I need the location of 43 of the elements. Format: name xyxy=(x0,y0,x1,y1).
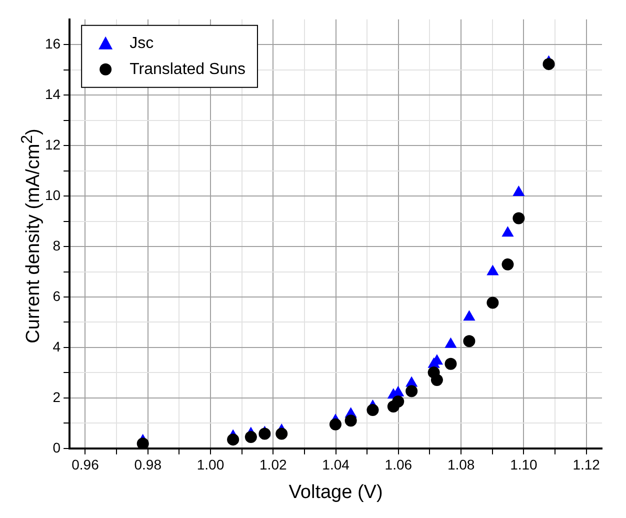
y-tick-label: 14 xyxy=(44,86,61,102)
point xyxy=(227,434,240,446)
x-tick-label: 1.02 xyxy=(260,456,287,473)
point xyxy=(512,186,525,196)
y-tick-label: 0 xyxy=(52,439,61,456)
x-tick-label: 1.12 xyxy=(572,456,600,473)
y-tick-label: 4 xyxy=(52,338,61,354)
point xyxy=(344,414,357,427)
legend-label: Translated Suns xyxy=(130,60,246,78)
point xyxy=(406,385,418,398)
point xyxy=(444,337,457,348)
y-tick-label: 8 xyxy=(52,237,61,254)
point xyxy=(392,395,404,408)
point xyxy=(276,428,288,440)
point xyxy=(486,264,499,276)
legend-label: Jsc xyxy=(130,34,154,52)
x-tick-label: 1.08 xyxy=(447,456,475,473)
point xyxy=(542,58,555,70)
x-axis-title: Voltage (V) xyxy=(288,482,383,503)
y-tick-label: 2 xyxy=(52,388,61,405)
y-tick-label: 10 xyxy=(44,186,61,203)
point xyxy=(463,335,476,348)
x-tick-label: 0.98 xyxy=(134,456,162,473)
point xyxy=(502,258,514,270)
x-tick-label: 1.06 xyxy=(384,456,412,473)
point xyxy=(136,438,149,448)
point xyxy=(512,212,525,224)
x-tick-label: 1.00 xyxy=(196,456,224,473)
point xyxy=(486,296,499,309)
y-tick-label: 12 xyxy=(44,136,61,152)
x-tick-label: 0.96 xyxy=(72,456,100,473)
x-tick-label: 1.04 xyxy=(322,456,350,473)
point xyxy=(444,358,457,370)
y-tick-label: 6 xyxy=(52,288,61,304)
point xyxy=(244,431,257,444)
x-tick-label: 1.10 xyxy=(510,456,538,473)
point xyxy=(502,226,514,237)
y-tick-label: 16 xyxy=(44,35,61,52)
point xyxy=(430,374,443,386)
point xyxy=(366,404,379,416)
point xyxy=(463,310,476,321)
point xyxy=(329,418,342,430)
point xyxy=(258,428,271,440)
